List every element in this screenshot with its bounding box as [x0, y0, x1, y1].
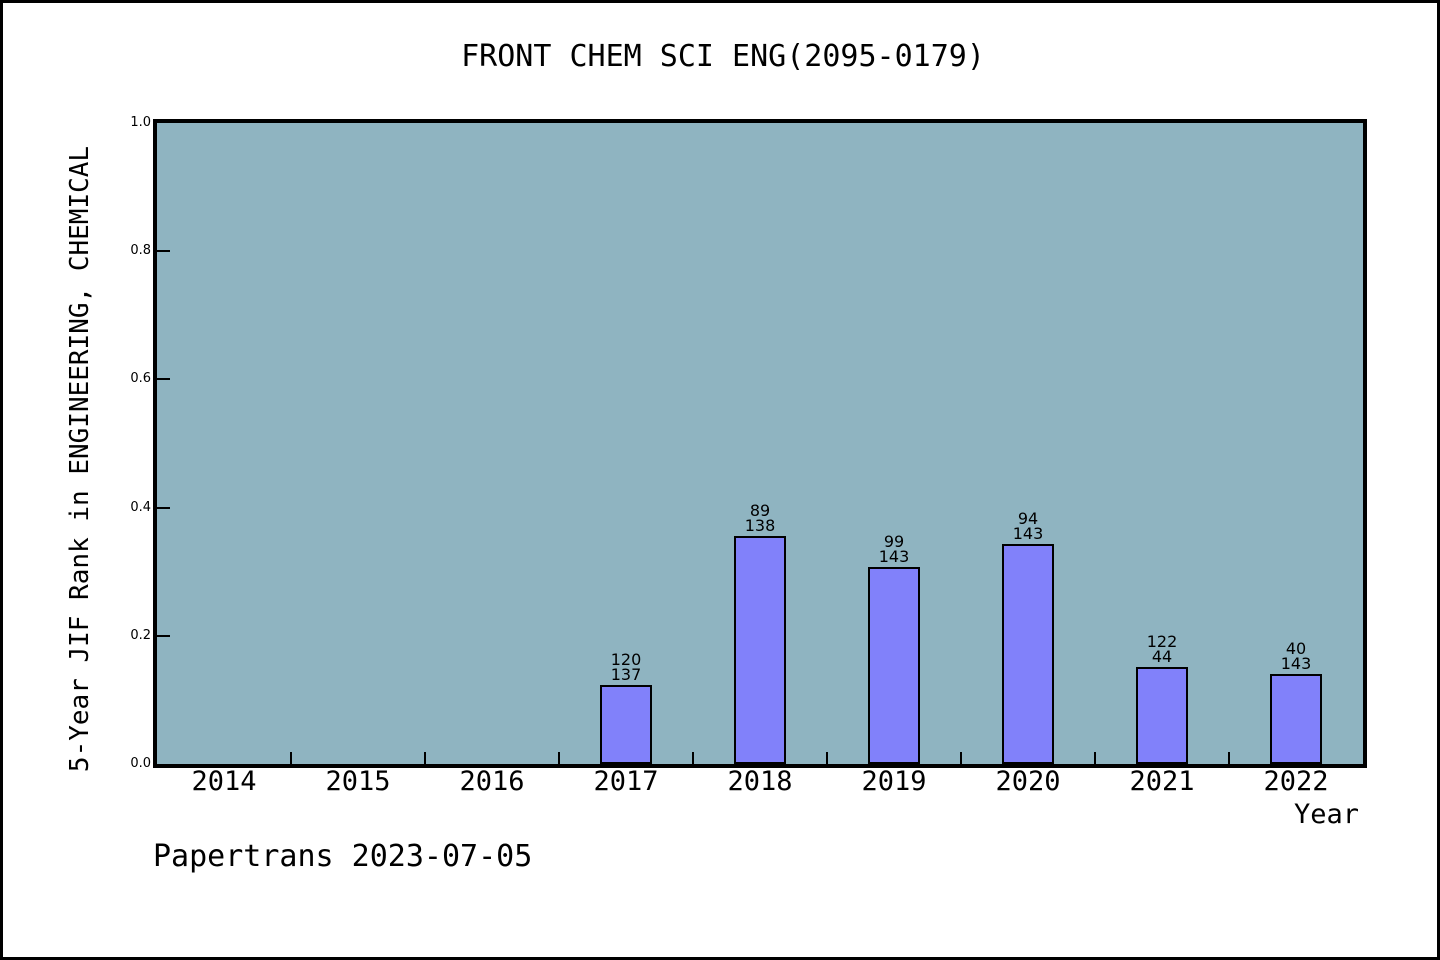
x-tick-label-2015: 2015: [325, 766, 391, 797]
x-tick-label-2016: 2016: [459, 766, 525, 797]
bar-label-2018: 89 138: [744, 501, 776, 536]
x-tick-label-2022: 2022: [1263, 766, 1329, 797]
y-tick-label-0.0: 0.0: [130, 756, 151, 771]
x-tick-label-2019: 2019: [861, 766, 927, 797]
y-tick-0.2: [157, 634, 170, 637]
bar-2017: [600, 684, 652, 764]
bar-label-2020: 94 143: [1012, 509, 1044, 544]
bar-label-2021: 122 44: [1146, 632, 1178, 667]
x-tick-label-2018: 2018: [727, 766, 793, 797]
x-axis-label: Year: [1293, 799, 1359, 830]
watermark-text: Papertrans 2023-07-05: [153, 839, 533, 874]
x-tick-label-2020: 2020: [995, 766, 1061, 797]
x-tick-8: [1228, 752, 1230, 764]
y-tick-label-0.4: 0.4: [130, 499, 151, 515]
x-tick-7: [1094, 752, 1096, 764]
bar-2022: [1270, 673, 1322, 764]
x-tick-3: [558, 752, 560, 764]
y-tick-0.6: [157, 378, 170, 381]
bar-2020: [1002, 544, 1054, 764]
bar-2021: [1136, 667, 1188, 764]
y-tick-0.8: [157, 250, 170, 253]
x-tick-label-2017: 2017: [593, 766, 659, 797]
bar-label-2017: 120 137: [610, 649, 642, 684]
plot-area: 120 137 89 138 99 143 94 143 122 44 40 143: [153, 119, 1367, 768]
x-tick-5: [826, 752, 828, 764]
bar-label-2022: 40 143: [1280, 638, 1312, 673]
x-tick-1: [290, 752, 292, 764]
x-tick-2: [424, 752, 426, 764]
x-tick-6: [960, 752, 962, 764]
y-tick-label-0.6: 0.6: [130, 371, 151, 387]
chart-title: FRONT CHEM SCI ENG(2095-0179): [461, 39, 985, 74]
x-tick-label-2014: 2014: [191, 766, 257, 797]
y-tick-label-0.8: 0.8: [130, 243, 151, 259]
bar-2019: [868, 566, 920, 764]
y-tick-0.4: [157, 506, 170, 509]
y-tick-label-0.2: 0.2: [130, 627, 151, 643]
bar-label-2019: 99 143: [878, 531, 910, 566]
x-tick-4: [692, 752, 694, 764]
y-tick-label-1.0: 1.0: [130, 115, 151, 130]
y-axis-label-text: 5-Year JIF Rank in ENGINEERING, CHEMICAL: [65, 145, 95, 773]
x-tick-label-2021: 2021: [1129, 766, 1195, 797]
bar-2018: [734, 536, 786, 764]
